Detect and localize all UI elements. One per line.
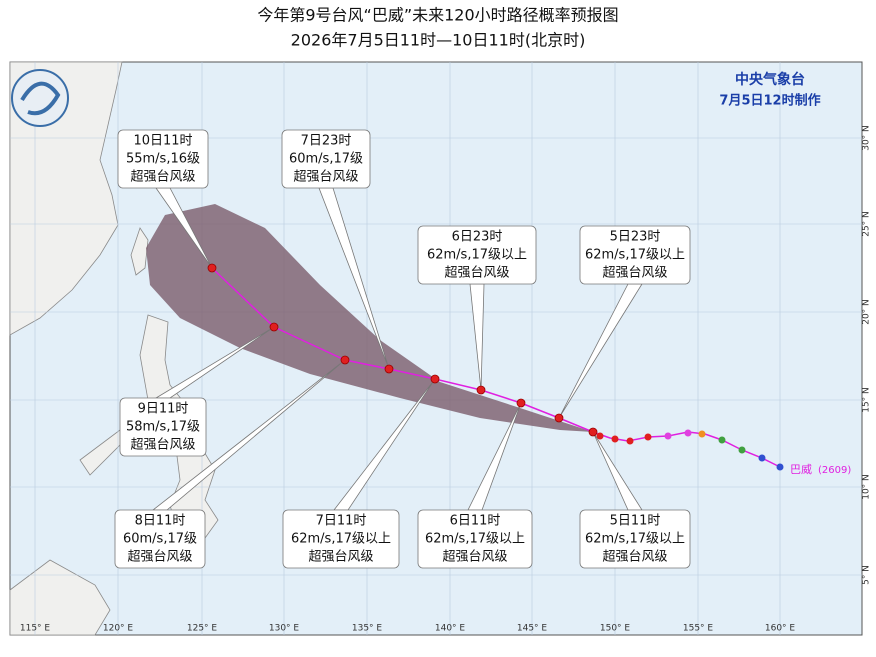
lon-label: 135° E — [352, 624, 383, 634]
cma-logo-mark — [20, 81, 61, 116]
lon-label: 130° E — [269, 624, 300, 634]
issued: 7月5日12时制作 — [719, 93, 820, 109]
axis-labels: 115° E 120° E 125° E 130° E 135° E 140° E 145°… — [20, 125, 872, 633]
callout-box — [417, 509, 533, 569]
lon-label: 115° E — [20, 624, 51, 634]
forecast-point — [269, 322, 279, 332]
lat-label: 5° N — [862, 565, 872, 585]
callout-time: 8日11时 — [135, 514, 186, 529]
callout-wind: 62m/s,17级以上 — [585, 532, 685, 547]
callout-box — [117, 129, 209, 189]
cma-logo — [11, 69, 69, 127]
forecast-point — [516, 398, 526, 408]
lat-label: 20° N — [862, 299, 872, 325]
storm-name: 巴威 — [790, 463, 812, 476]
callouts: 5日11时62m/s,17级以上超强台风级5日23时62m/s,17级以上超强台… — [114, 129, 691, 569]
title: 今年第9号台风“巴威”未来120小时路径概率预报图 — [257, 6, 618, 25]
callout-time: 7日23时 — [301, 134, 352, 149]
lon-label: 120° E — [103, 624, 134, 634]
forecast-point — [207, 263, 217, 273]
forecast-point — [384, 364, 394, 374]
lon-label: 160° E — [765, 624, 796, 634]
callout-category: 超强台风级 — [130, 438, 195, 453]
callout-wind: 62m/s,17级以上 — [425, 532, 525, 547]
lon-label: 140° E — [435, 624, 466, 634]
callout-category: 超强台风级 — [293, 170, 358, 185]
callout-box — [579, 225, 691, 285]
subtitle: 2026年7月5日11时—10日11时(北京时) — [291, 31, 586, 50]
callout-time: 7日11时 — [316, 514, 367, 529]
callout-box — [417, 225, 537, 285]
callout-box — [282, 509, 400, 569]
callout-wind: 62m/s,17级以上 — [585, 248, 685, 263]
callout-wind: 62m/s,17级以上 — [291, 532, 391, 547]
forecast-points — [207, 263, 598, 437]
lon-label: 125° E — [187, 624, 218, 634]
lon-label: 155° E — [683, 624, 714, 634]
storm-code: (2609) — [818, 465, 851, 476]
past-points — [596, 429, 784, 471]
callout-time: 10日11时 — [133, 134, 192, 149]
lon-label: 150° E — [600, 624, 631, 634]
callout-box — [281, 129, 371, 189]
callout-category: 超强台风级 — [130, 170, 195, 185]
callout-time: 6日23时 — [452, 230, 503, 245]
callout-category: 超强台风级 — [602, 266, 667, 281]
lat-label: 25° N — [862, 211, 872, 237]
callout-wind: 60m/s,17级 — [123, 532, 197, 547]
callout-category: 超强台风级 — [602, 550, 667, 565]
callout-box — [119, 397, 207, 457]
callout-time: 9日11时 — [138, 402, 189, 417]
callout-time: 5日23时 — [610, 230, 661, 245]
callout-wind: 62m/s,17级以上 — [427, 248, 527, 263]
callout-time: 5日11时 — [610, 514, 661, 529]
callout-category: 超强台风级 — [127, 550, 192, 565]
forecast-point — [554, 413, 564, 423]
lat-label: 15° N — [862, 387, 872, 413]
callout-category: 超强台风级 — [442, 550, 507, 565]
lon-label: 145° E — [517, 624, 548, 634]
callout-box — [114, 509, 206, 569]
callout-time: 6日11时 — [450, 514, 501, 529]
lat-label: 30° N — [862, 125, 872, 151]
agency: 中央气象台 — [735, 71, 805, 88]
callout-wind: 60m/s,17级 — [289, 152, 363, 167]
callout-box — [579, 509, 691, 569]
forecast-point — [588, 427, 598, 437]
forecast-point — [476, 385, 486, 395]
callout-category: 超强台风级 — [308, 550, 373, 565]
callout-wind: 58m/s,17级 — [126, 420, 200, 435]
probability-cone — [146, 204, 593, 432]
callout-category: 超强台风级 — [444, 266, 509, 281]
forecast-point — [430, 374, 440, 384]
forecast-point — [340, 355, 350, 365]
callout-wind: 55m/s,16级 — [126, 152, 200, 167]
lat-label: 10° N — [862, 474, 872, 500]
